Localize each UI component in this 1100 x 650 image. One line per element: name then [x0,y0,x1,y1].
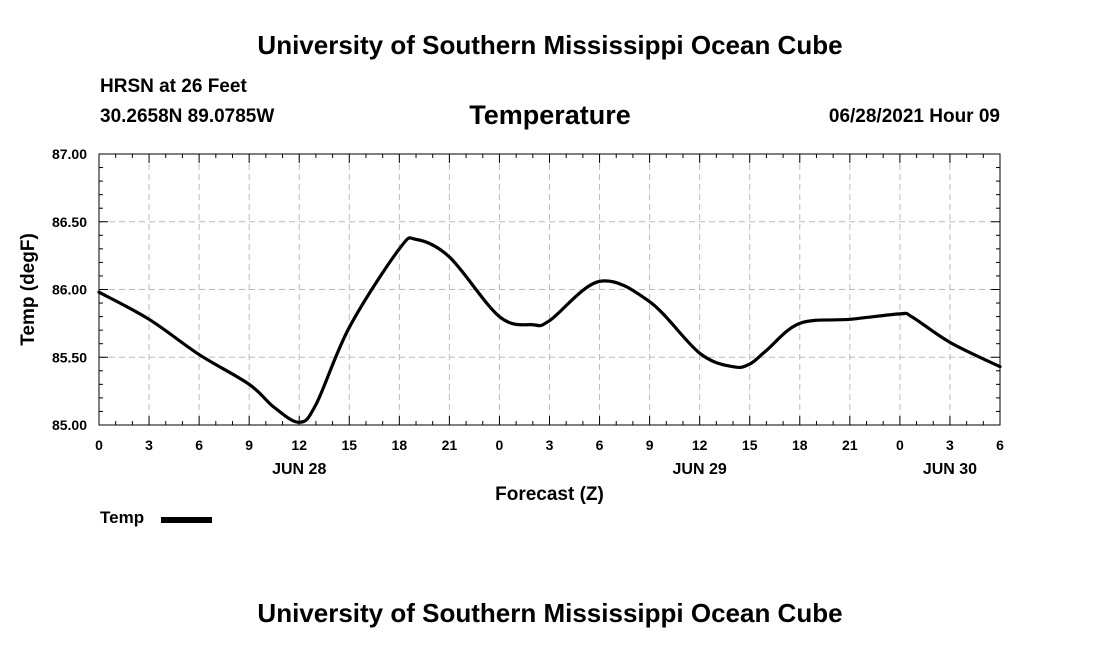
chart-footer-title: University of Southern Mississippi Ocean… [257,598,843,628]
y-tick-label: 85.00 [52,417,87,433]
x-tick-label: 0 [496,437,504,453]
chart-header-title: University of Southern Mississippi Ocean… [257,30,843,60]
axis-labels: 0 3 6 9 12 15 18 21 0 3 6 9 12 15 18 21 0 3 6 85.00 85.50 86.… [18,146,1004,505]
station-coordinates: 30.2658N 89.0785W [100,106,275,127]
x-tick-label: 0 [896,437,904,453]
date-label: JUN 29 [673,461,727,478]
series-line-temp [97,236,1002,424]
grid-lines [99,154,1000,425]
legend-label: Temp [100,508,145,527]
x-tick-label: 6 [596,437,604,453]
y-tick-label: 87.00 [52,146,87,162]
station-label: HRSN at 26 Feet [100,76,247,97]
x-tick-label: 0 [95,437,103,453]
x-tick-label: 3 [145,437,153,453]
y-tick-label: 86.00 [52,282,87,298]
chart-title: Temperature [469,100,631,130]
x-tick-label: 9 [245,437,253,453]
axis-ticks [98,153,1001,426]
x-tick-label: 21 [442,437,458,453]
x-tick-label: 18 [392,437,408,453]
x-tick-label: 12 [692,437,708,453]
x-tick-label: 6 [996,437,1004,453]
forecast-run-time: 06/28/2021 Hour 09 [828,106,1000,127]
x-tick-label: 18 [792,437,808,453]
y-tick-label: 85.50 [52,349,87,365]
plot-frame [98,153,1001,426]
x-tick-label: 3 [546,437,554,453]
x-tick-label: 15 [742,437,758,453]
x-tick-label: 9 [646,437,654,453]
x-tick-label: 3 [946,437,954,453]
date-label: JUN 30 [923,461,977,478]
series-layer [97,236,1002,424]
legend-swatch [161,517,212,523]
date-label: JUN 28 [272,461,326,478]
x-tick-label: 15 [341,437,357,453]
y-tick-label: 86.50 [52,214,87,230]
x-tick-label: 12 [291,437,307,453]
x-tick-label: 6 [195,437,203,453]
y-axis-title: Temp (degF) [18,233,39,346]
x-axis-title: Forecast (Z) [495,484,604,505]
x-tick-label: 21 [842,437,858,453]
